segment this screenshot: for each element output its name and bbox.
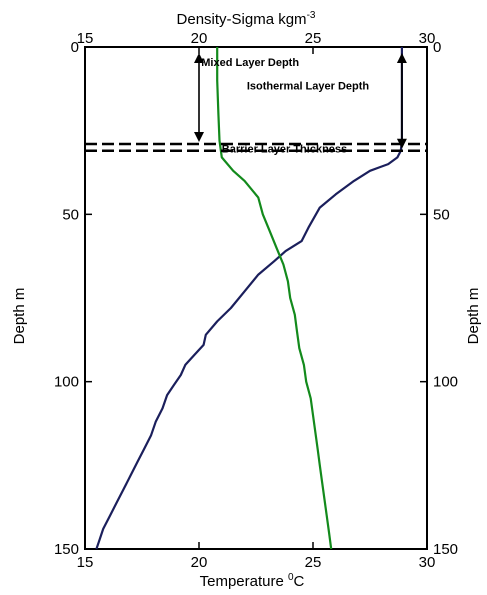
top-tick-label: 25 [305,30,322,47]
bottom-tick-label: 20 [191,554,208,571]
right-tick-label: 50 [433,206,450,223]
isothermal-layer-arrow-head-down [396,138,407,149]
right-axis-title: Depth m [465,288,482,345]
bottom-tick-label: 25 [305,554,322,571]
plot-frame [84,46,428,550]
right-tick-label: 0 [433,39,441,56]
top-tick-label: 30 [419,30,436,47]
left-tick-label: 0 [71,39,79,56]
bottom-axis-title: Temperature 0C [200,572,305,590]
isothermal-layer-depth-label: Isothermal Layer Depth [247,80,370,92]
left-axis-title: Depth m [11,288,28,345]
mixed-layer-depth-label: Mixed Layer Depth [201,57,299,69]
mixed-layer-arrow-head-up [194,53,204,63]
barrier-layer-thickness-label: Barrier Layer Thickness [222,144,347,156]
left-tick-label: 50 [62,206,79,223]
series-line-2 [216,47,333,550]
bottom-tick-label: 15 [77,554,94,571]
series-layer [95,47,403,550]
mixed-layer-arrow-head-down [194,132,204,143]
bottom-tick-label: 30 [419,554,436,571]
top-tick-label: 20 [191,30,208,47]
right-tick-label: 100 [433,374,458,391]
top-axis-title: Density-Sigma kgm-3 [177,10,316,28]
right-tick-label: 150 [433,541,458,558]
annotation-layer: Mixed Layer Depth Isothermal Layer Depth B… [85,53,427,156]
series-line-1 [95,47,403,550]
top-tick-label: 15 [77,30,94,47]
left-tick-label: 150 [54,541,79,558]
isothermal-layer-arrow-head-up [396,53,407,63]
left-tick-label: 100 [54,374,79,391]
